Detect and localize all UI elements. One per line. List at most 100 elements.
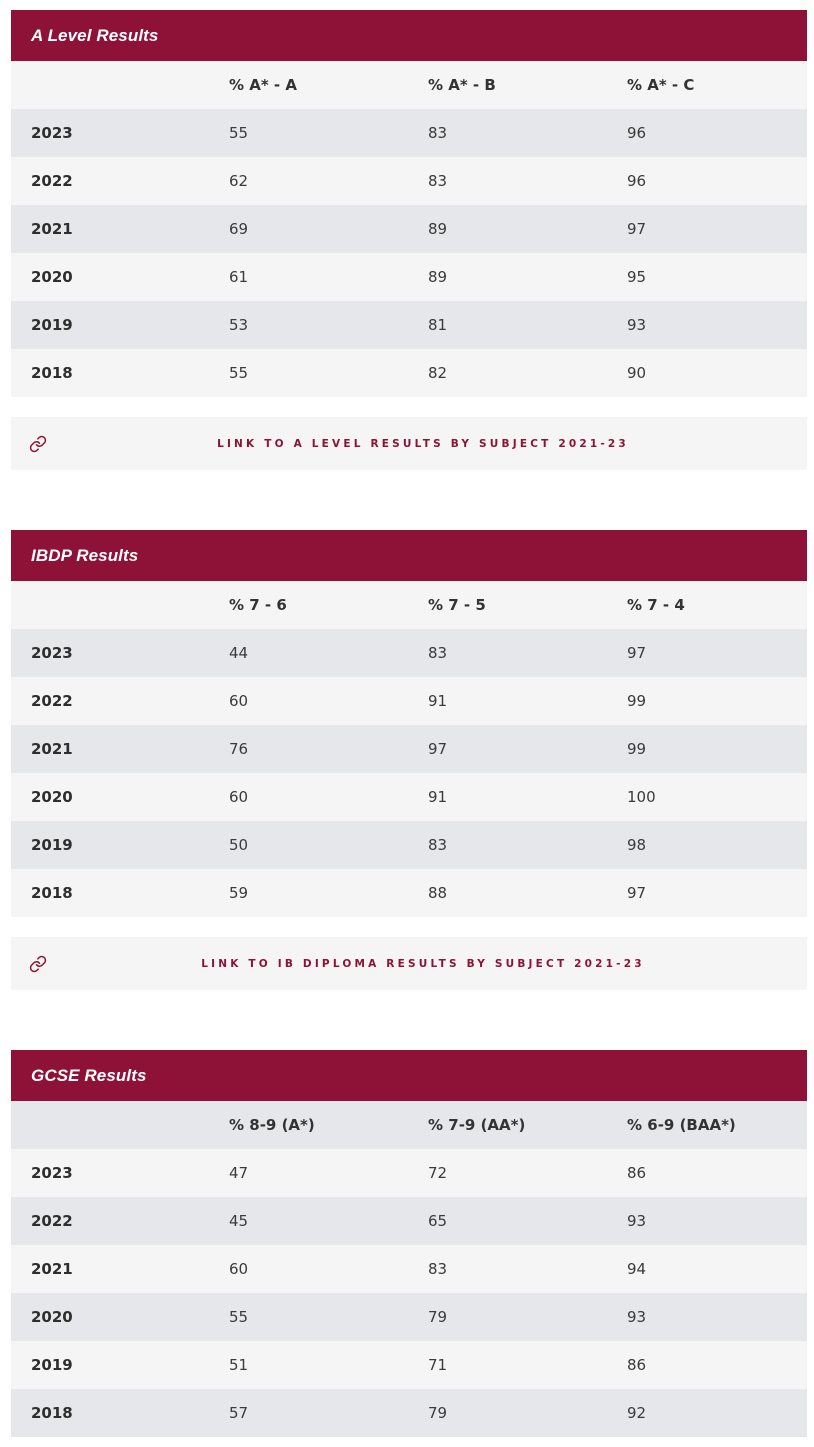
table-header-row: % 8-9 (A*) % 7-9 (AA*) % 6-9 (BAA*): [11, 1101, 807, 1149]
value-cell: 53: [229, 316, 249, 334]
year-cell: 2022: [31, 1212, 73, 1230]
table-row: 2022 62 83 96: [11, 157, 807, 205]
table-title: GCSE Results: [31, 1065, 147, 1085]
year-cell: 2019: [31, 836, 73, 854]
table-row: 2019 50 83 98: [11, 821, 807, 869]
table-row: 2020 60 91 100: [11, 773, 807, 821]
value-cell: 65: [428, 1212, 448, 1230]
year-cell: 2020: [31, 788, 73, 806]
table-row: 2022 60 91 99: [11, 677, 807, 725]
gcse-results-table: GCSE Results % 8-9 (A*) % 7-9 (AA*) % 6-…: [11, 1050, 807, 1437]
value-cell: 99: [627, 692, 647, 710]
value-cell: 90: [627, 364, 647, 382]
value-cell: 60: [229, 1260, 249, 1278]
ibdp-results-table: IBDP Results % 7 - 6 % 7 - 5 % 7 - 4 202…: [11, 530, 807, 990]
value-cell: 81: [428, 316, 448, 334]
link-icon: [29, 435, 47, 453]
value-cell: 83: [428, 1260, 448, 1278]
table-title-bar: IBDP Results: [11, 530, 807, 581]
value-cell: 93: [627, 1212, 647, 1230]
table-row: 2018 55 82 90: [11, 349, 807, 397]
year-cell: 2021: [31, 740, 73, 758]
value-cell: 83: [428, 172, 448, 190]
value-cell: 97: [428, 740, 448, 758]
table-row: 2022 45 65 93: [11, 1197, 807, 1245]
table-header-row: % 7 - 6 % 7 - 5 % 7 - 4: [11, 581, 807, 629]
value-cell: 97: [627, 884, 647, 902]
table-title: A Level Results: [31, 25, 159, 45]
header-cell: % A* - B: [428, 76, 496, 94]
table-row: 2023 55 83 96: [11, 109, 807, 157]
value-cell: 45: [229, 1212, 249, 1230]
year-cell: 2018: [31, 364, 73, 382]
value-cell: 83: [428, 644, 448, 662]
value-cell: 94: [627, 1260, 647, 1278]
year-cell: 2020: [31, 268, 73, 286]
header-cell: % A* - A: [229, 76, 297, 94]
year-cell: 2022: [31, 692, 73, 710]
header-cell: % 8-9 (A*): [229, 1116, 315, 1134]
table-header-row: % A* - A % A* - B % A* - C: [11, 61, 807, 109]
value-cell: 55: [229, 124, 249, 142]
year-cell: 2018: [31, 884, 73, 902]
header-cell: % A* - C: [627, 76, 695, 94]
value-cell: 59: [229, 884, 249, 902]
value-cell: 60: [229, 788, 249, 806]
value-cell: 97: [627, 220, 647, 238]
link-label[interactable]: LINK TO IB DIPLOMA RESULTS BY SUBJECT 20…: [201, 957, 645, 970]
value-cell: 83: [428, 836, 448, 854]
value-cell: 91: [428, 692, 448, 710]
value-cell: 99: [627, 740, 647, 758]
link-icon: [29, 955, 47, 973]
table-row: 2021 60 83 94: [11, 1245, 807, 1293]
header-cell: % 6-9 (BAA*): [627, 1116, 736, 1134]
value-cell: 62: [229, 172, 249, 190]
value-cell: 92: [627, 1404, 647, 1422]
value-cell: 69: [229, 220, 249, 238]
table-row: 2021 76 97 99: [11, 725, 807, 773]
year-cell: 2022: [31, 172, 73, 190]
a-level-subject-results-link[interactable]: LINK TO A LEVEL RESULTS BY SUBJECT 2021-…: [11, 417, 807, 470]
value-cell: 55: [229, 1308, 249, 1326]
value-cell: 96: [627, 172, 647, 190]
value-cell: 44: [229, 644, 249, 662]
value-cell: 89: [428, 268, 448, 286]
table-row: 2023 47 72 86: [11, 1149, 807, 1197]
table-row: 2020 61 89 95: [11, 253, 807, 301]
value-cell: 79: [428, 1404, 448, 1422]
table-title-bar: A Level Results: [11, 10, 807, 61]
value-cell: 51: [229, 1356, 249, 1374]
year-cell: 2020: [31, 1308, 73, 1326]
table-row: 2019 51 71 86: [11, 1341, 807, 1389]
table-row: 2021 69 89 97: [11, 205, 807, 253]
value-cell: 61: [229, 268, 249, 286]
year-cell: 2023: [31, 124, 73, 142]
value-cell: 79: [428, 1308, 448, 1326]
table-row: 2020 55 79 93: [11, 1293, 807, 1341]
value-cell: 57: [229, 1404, 249, 1422]
value-cell: 47: [229, 1164, 249, 1182]
year-cell: 2018: [31, 1404, 73, 1422]
table-title-bar: GCSE Results: [11, 1050, 807, 1101]
header-cell: % 7 - 5: [428, 596, 486, 614]
table-row: 2023 44 83 97: [11, 629, 807, 677]
value-cell: 93: [627, 316, 647, 334]
table-row: 2018 57 79 92: [11, 1389, 807, 1437]
year-cell: 2023: [31, 644, 73, 662]
value-cell: 88: [428, 884, 448, 902]
year-cell: 2021: [31, 1260, 73, 1278]
value-cell: 83: [428, 124, 448, 142]
value-cell: 71: [428, 1356, 448, 1374]
table-row: 2019 53 81 93: [11, 301, 807, 349]
year-cell: 2019: [31, 316, 73, 334]
value-cell: 93: [627, 1308, 647, 1326]
value-cell: 72: [428, 1164, 448, 1182]
ib-diploma-subject-results-link[interactable]: LINK TO IB DIPLOMA RESULTS BY SUBJECT 20…: [11, 937, 807, 990]
link-label[interactable]: LINK TO A LEVEL RESULTS BY SUBJECT 2021-…: [217, 437, 629, 450]
value-cell: 100: [627, 788, 656, 806]
value-cell: 89: [428, 220, 448, 238]
value-cell: 98: [627, 836, 647, 854]
value-cell: 76: [229, 740, 249, 758]
value-cell: 91: [428, 788, 448, 806]
value-cell: 96: [627, 124, 647, 142]
